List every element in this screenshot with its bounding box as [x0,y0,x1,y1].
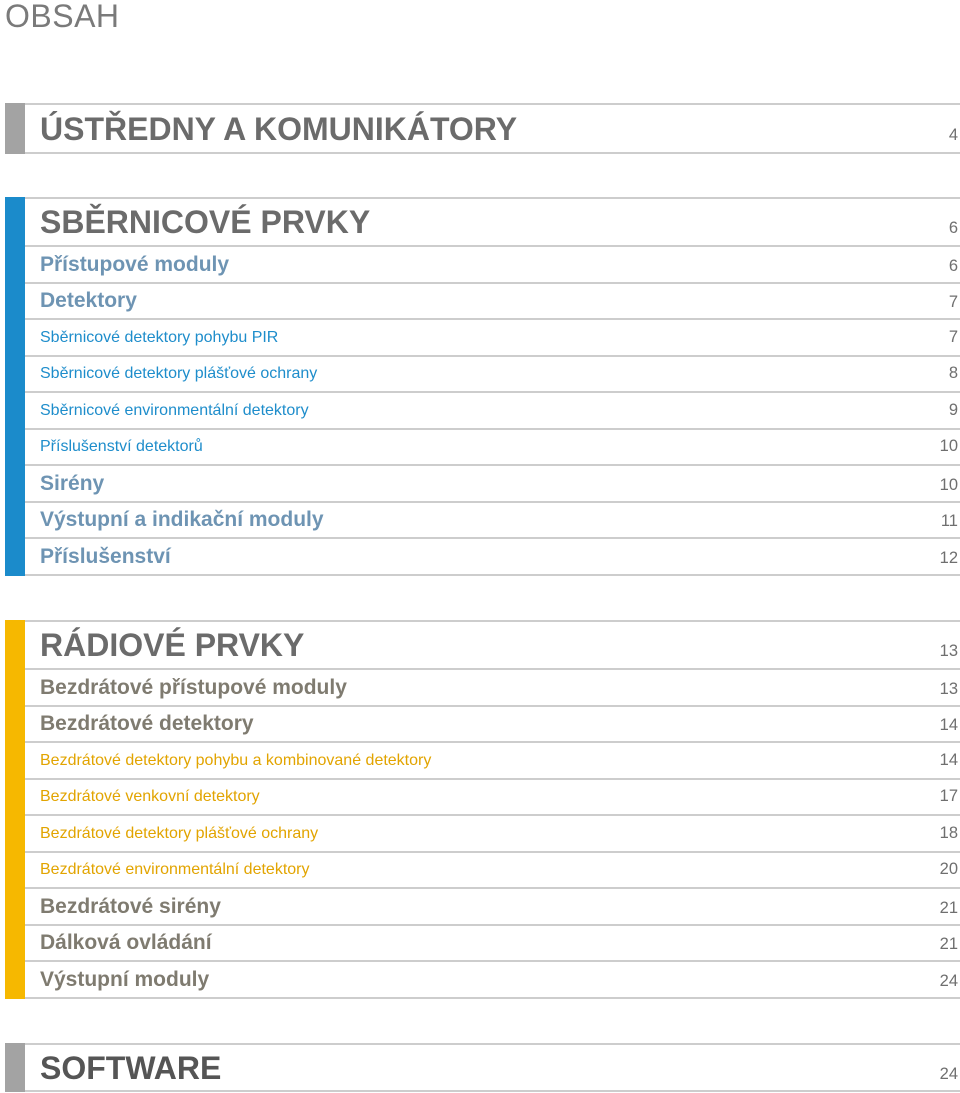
toc-entry: Dálková ovládání 21 [25,923,960,961]
toc-entry: Bezdrátové detektory plášťové ochrany 18 [25,814,960,851]
section-color-bar [5,1043,25,1092]
toc-page-number: 14 [939,750,958,769]
toc-entry: Sběrnicové environmentální detektory 9 [25,391,960,428]
section-radiove-prvky: RÁDIOVÉ PRVKY 13 Bezdrátové přístupové m… [5,620,960,999]
toc-subheading-label: Bezdrátové přístupové moduly [40,675,347,699]
toc-entry: Bezdrátové sirény 21 [25,887,960,924]
toc-subheading-label: Bezdrátové sirény [40,894,221,918]
toc-page-number: 13 [939,642,958,660]
section-ustredny-a-komunikatory: ÚSTŘEDNY A KOMUNIKÁTORY 4 [5,103,960,154]
toc-subheading-label: Bezdrátové detektory [40,712,254,736]
toc-page-number: 10 [939,475,958,494]
toc-item-label: Sběrnicové detektory plášťové ochrany [40,365,318,383]
toc-entry: Výstupní moduly 24 [25,960,960,997]
section-sbernicove-prvky: SBĚRNICOVÉ PRVKY 6 Přístupové moduly 6 D… [5,197,960,576]
toc-entry: Bezdrátové přístupové moduly 13 [25,668,960,705]
toc-subheading-label: Výstupní a indikační moduly [40,508,324,532]
toc-section-heading: SBĚRNICOVÉ PRVKY [40,204,371,240]
toc-entry: Bezdrátové environmentální detektory 20 [25,850,960,888]
divider [25,152,960,154]
toc-item-label: Bezdrátové detektory pohybu a kombinovan… [40,751,432,769]
toc-page-number: 13 [939,679,958,698]
toc-subheading-label: Detektory [40,289,137,313]
toc-heading-row: SBĚRNICOVÉ PRVKY 6 [25,197,960,245]
toc-page-number: 12 [939,548,958,567]
toc-item-label: Bezdrátové detektory plášťové ochrany [40,824,319,842]
divider [25,996,960,999]
toc-entry: Příslušenství 12 [25,537,960,574]
toc-entry: Sběrnicové detektory plášťové ochrany 8 [25,354,960,392]
toc-page-number: 7 [948,327,958,346]
toc-page-number: 21 [939,935,958,954]
toc-item-label: Bezdrátové environmentální detektory [40,861,310,879]
toc-entry: Přístupové moduly 6 [25,245,960,282]
toc-section-heading: SOFTWARE [40,1049,222,1086]
toc-item-label: Příslušenství detektorů [40,438,203,456]
section-color-bar [5,197,25,576]
toc-entry: Výstupní a indikační moduly 11 [25,500,960,538]
toc-page-number: 21 [939,898,958,917]
toc-page-number: 10 [939,437,958,456]
toc-entry: Detektory 7 [25,281,960,319]
toc-page-number: 17 [939,787,958,806]
section-software: SOFTWARE 24 [5,1043,960,1092]
toc-entry: Sirény 10 [25,464,960,501]
toc-subheading-label: Sirény [40,471,105,495]
toc-page-number: 7 [948,293,958,312]
toc-entry: Sběrnicové detektory pohybu PIR 7 [25,318,960,355]
toc-heading-row: SOFTWARE 24 [25,1043,960,1090]
toc-entry: Bezdrátové detektory pohybu a kombinovan… [25,741,960,778]
toc-subheading-label: Výstupní moduly [40,967,210,991]
toc-page-number: 18 [939,823,958,842]
document-title: OBSAH [5,0,120,34]
toc-page-number: 6 [948,256,958,275]
section-color-bar [5,620,25,999]
toc-subheading-label: Přístupové moduly [40,252,230,276]
toc-page-number: 24 [939,971,958,990]
divider [25,573,960,576]
toc-page-number: 9 [948,400,958,419]
toc-subheading-label: Dálková ovládání [40,931,212,955]
toc-entry: Příslušenství detektorů 10 [25,427,960,465]
toc-page-number: 6 [948,219,958,237]
toc-entry: Bezdrátové detektory 14 [25,704,960,742]
toc-item-label: Sběrnicové detektory pohybu PIR [40,328,279,346]
toc-item-label: Sběrnicové environmentální detektory [40,401,309,419]
section-color-bar [5,103,25,154]
toc-page-number: 14 [939,716,958,735]
toc-section-heading: RÁDIOVÉ PRVKY [40,627,305,663]
toc-heading-row: ÚSTŘEDNY A KOMUNIKÁTORY 4 [25,103,960,152]
toc-entry: Bezdrátové venkovní detektory 17 [25,777,960,815]
toc-page-number: 4 [948,125,958,144]
toc-subheading-label: Příslušenství [40,544,171,568]
divider [25,1090,960,1092]
toc-page-number: 20 [939,860,958,879]
toc-page-number: 8 [948,364,958,383]
toc-section-heading: ÚSTŘEDNY A KOMUNIKÁTORY [40,110,518,147]
toc-heading-row: RÁDIOVÉ PRVKY 13 [25,620,960,668]
toc-page-number: 24 [939,1064,958,1083]
toc-page-number: 11 [940,512,958,531]
toc-item-label: Bezdrátové venkovní detektory [40,788,260,806]
